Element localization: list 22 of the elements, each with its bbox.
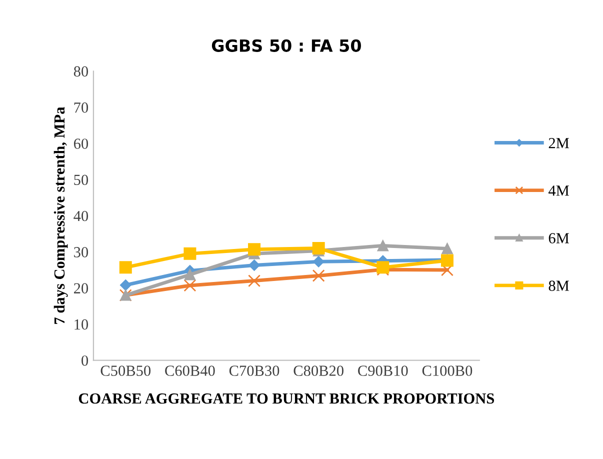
y-tick-label: 10 bbox=[74, 319, 88, 330]
x-tick-label: C80B20 bbox=[294, 366, 344, 376]
x-tick-label: C70B30 bbox=[229, 366, 280, 376]
y-tick-label: 20 bbox=[74, 283, 88, 294]
legend-label: 2M bbox=[548, 138, 569, 148]
y-tick-label: 50 bbox=[74, 174, 88, 186]
x-axis-title: COARSE AGGREGATE TO BURNT BRICK PROPORTIONS bbox=[78, 393, 494, 404]
x-tick-label: C50B50 bbox=[100, 366, 151, 376]
y-tick-label: 60 bbox=[74, 138, 88, 149]
legend-label: 4M bbox=[548, 186, 569, 196]
y-axis-title: 7 days Compressive strenth, MPa bbox=[54, 106, 68, 324]
legend-label: 6M bbox=[548, 233, 569, 244]
y-tick-label: 70 bbox=[74, 102, 88, 113]
y-tick-label: 0 bbox=[82, 355, 88, 366]
legend-label: 8M bbox=[548, 280, 569, 291]
y-tick-label: 40 bbox=[74, 210, 88, 222]
x-tick-label: C90B10 bbox=[358, 366, 408, 376]
chart-title: GGBS 50 : FA 50 bbox=[212, 39, 361, 52]
x-tick-label: C60B40 bbox=[165, 366, 215, 376]
x-tick-label: C100B0 bbox=[422, 366, 472, 376]
y-tick-label: 80 bbox=[74, 66, 88, 77]
y-tick-label: 30 bbox=[74, 247, 88, 258]
